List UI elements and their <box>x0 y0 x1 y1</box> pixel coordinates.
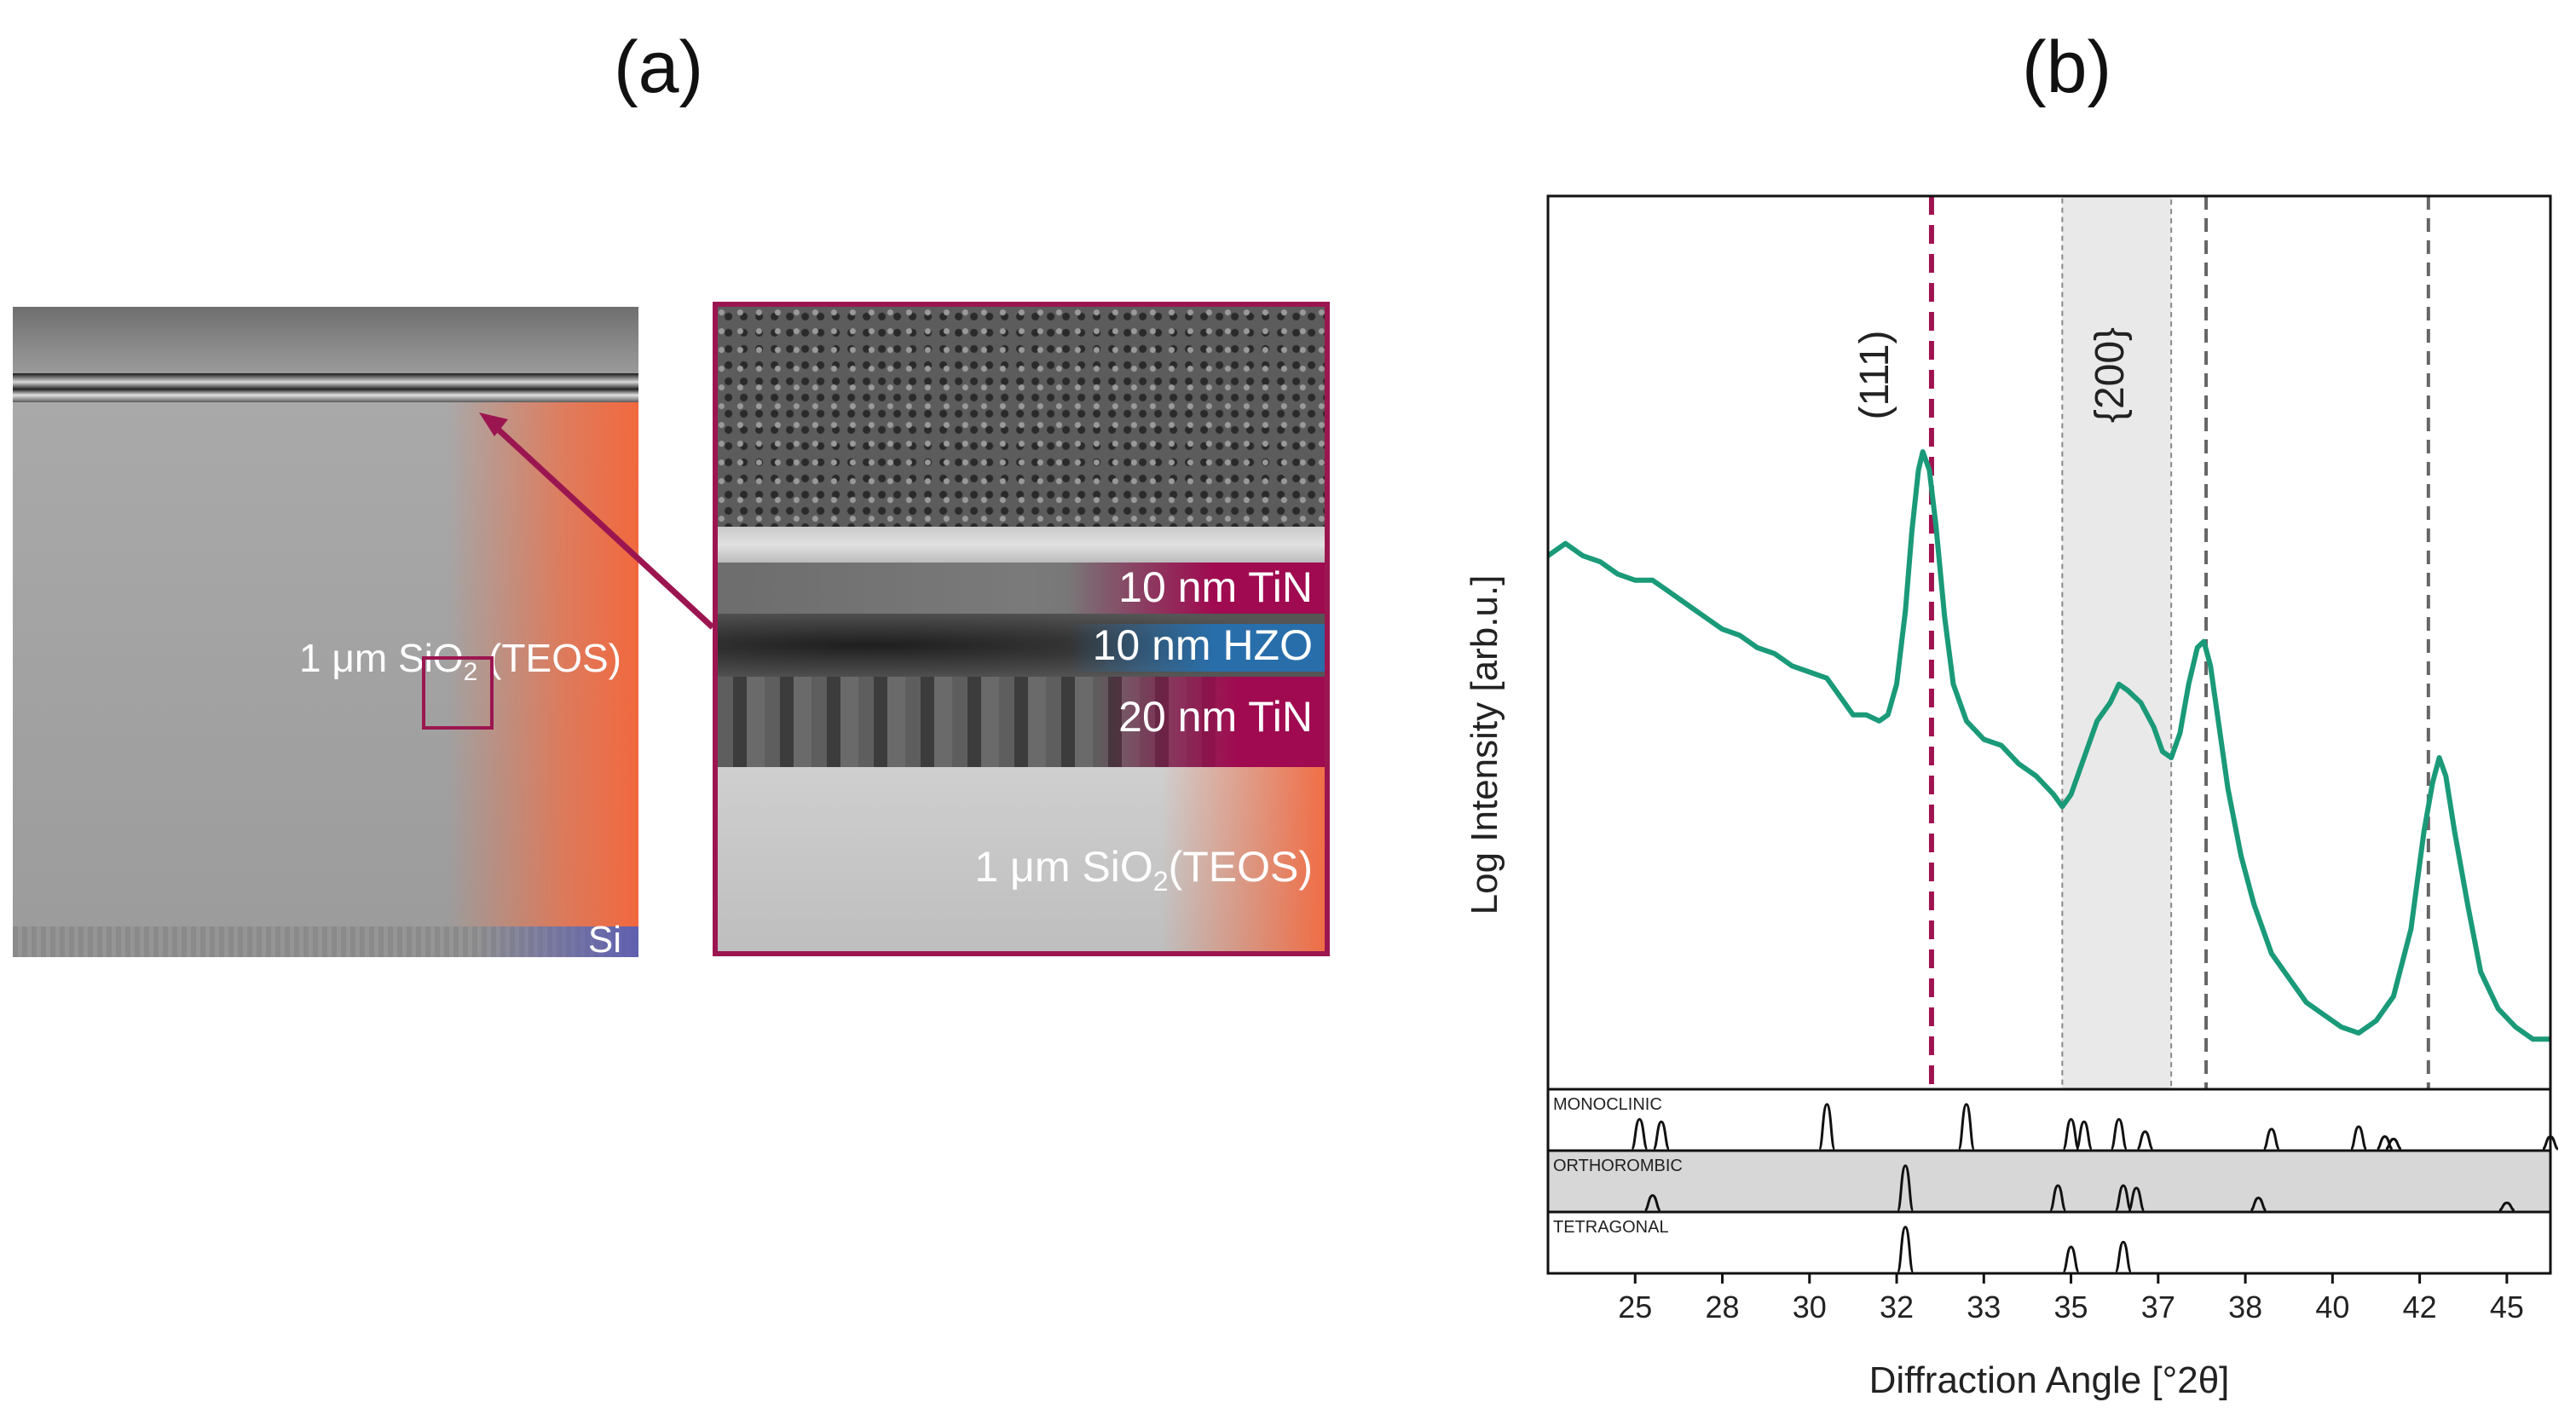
zoom-hzo-overlay <box>1067 624 1325 672</box>
zoom-label-oxide: 1 μm SiO2(TEOS) <box>974 843 1313 897</box>
zoom-oxide-overlay <box>1161 767 1325 951</box>
zoom-tin-top-overlay <box>1067 563 1325 614</box>
pattern-label: MONOCLINIC <box>1553 1095 1662 1114</box>
zoom-capping-region <box>718 307 1325 527</box>
x-tick-label: 45 <box>2490 1290 2524 1324</box>
xrd-intensity-line <box>1546 449 2550 1042</box>
pattern-peak <box>1652 1120 1671 1151</box>
zoom-label-hzo: 10 nm HZO <box>1092 621 1313 669</box>
zoom-label-tin-bottom: 20 nm TiN <box>1118 693 1313 741</box>
thin-film-stack <box>13 373 638 402</box>
pattern-strip-orthorombic <box>1546 1149 2552 1214</box>
overview-si-label: Si <box>587 919 621 957</box>
pattern-peak <box>2075 1120 2094 1151</box>
x-tick-label: 40 <box>2315 1290 2349 1324</box>
x-tick-label: 42 <box>2403 1290 2437 1324</box>
x-axis-label: Diffraction Angle [°2θ] <box>1869 1359 2230 1401</box>
pattern-peak <box>2377 1134 2394 1151</box>
capping-region <box>13 307 638 373</box>
zoom-label-tin-top: 10 nm TiN <box>1118 563 1313 611</box>
x-tick-label: 37 <box>2141 1290 2175 1324</box>
pattern-peak <box>1817 1103 1836 1151</box>
zoom-tin-bottom-overlay <box>1093 677 1325 767</box>
panel-label-b: (b) <box>2022 26 2112 108</box>
pattern-peak <box>2127 1186 2146 1212</box>
pattern-peak <box>2048 1184 2067 1212</box>
pattern-peak <box>2062 1117 2081 1151</box>
pattern-peak <box>1957 1103 1976 1151</box>
pattern-peak <box>2136 1130 2154 1151</box>
pattern-label: TETRAGONAL <box>1553 1218 1669 1237</box>
pattern-peak <box>2262 1128 2280 1151</box>
pattern-peak <box>2250 1196 2267 1212</box>
pattern-peak <box>2498 1201 2515 1212</box>
pattern-peak <box>1896 1226 1915 1273</box>
pattern-peak <box>2385 1137 2402 1151</box>
x-tick-label: 33 <box>1967 1290 2001 1324</box>
x-tick-label: 38 <box>2228 1290 2262 1324</box>
y-axis-label: Log Intensity [arb.u.] <box>1464 575 1505 915</box>
x-tick-label: 35 <box>2054 1290 2088 1324</box>
zoom-region-marker <box>422 656 494 730</box>
silicon-color-overlay <box>473 926 638 957</box>
x-tick-label: 32 <box>1880 1290 1914 1324</box>
zoom-bright-interface <box>718 527 1325 563</box>
pattern-strip-monoclinic <box>1546 1088 2552 1152</box>
sem-zoom-image: 10 nm TiN 10 nm HZO 20 nm TiN 1 μm SiO2(… <box>713 302 1330 956</box>
x-tick-label: 30 <box>1793 1290 1827 1324</box>
pattern-peak <box>1630 1117 1649 1151</box>
pattern-peak <box>2114 1184 2133 1212</box>
pattern-peak <box>2062 1245 2081 1273</box>
peak-annotation: {200} <box>2088 327 2133 423</box>
pattern-strip-tetragonal <box>1546 1210 2552 1275</box>
x-tick-label: 28 <box>1705 1290 1739 1324</box>
pattern-peak <box>2110 1117 2128 1151</box>
pattern-peak <box>1896 1164 1915 1212</box>
pattern-peak <box>2349 1125 2368 1151</box>
main-plot-frame <box>1546 194 2552 1091</box>
shaded-region-200 <box>2061 195 2173 1090</box>
pattern-label: ORTHOROMBIC <box>1553 1157 1683 1175</box>
peak-annotation: (111) <box>1852 331 1897 420</box>
pattern-peak <box>1643 1194 1661 1212</box>
panel-label-a: (a) <box>614 26 704 108</box>
pattern-peak <box>2114 1240 2133 1273</box>
sem-overview-image: 1 μm SiO2 (TEOS) Si <box>13 307 638 957</box>
x-tick-label: 25 <box>1618 1290 1652 1324</box>
